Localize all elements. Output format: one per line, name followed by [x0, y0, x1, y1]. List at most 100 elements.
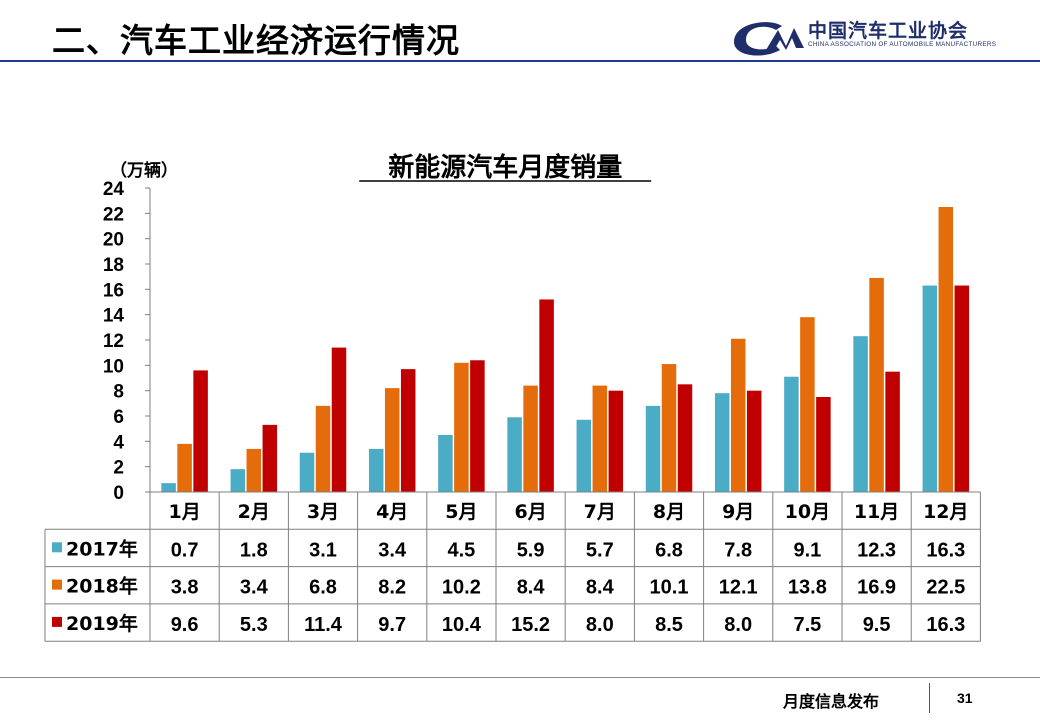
data-label: 3.1	[309, 539, 337, 561]
caam-logo	[734, 22, 804, 56]
data-label: 5.3	[240, 614, 268, 636]
bar-2018年-10月	[800, 317, 815, 492]
x-category-label: 9月	[722, 501, 754, 523]
bar-2017年-4月	[368, 448, 384, 492]
footer-text: 月度信息发布	[783, 692, 880, 711]
title-divider	[0, 60, 1040, 62]
legend-label-2017年: 2017年	[66, 537, 138, 560]
bar-2018年-11月	[869, 277, 884, 492]
data-label: 7.8	[724, 539, 752, 561]
bar-2017年-9月	[714, 393, 730, 492]
y-tick-label: 16	[103, 280, 124, 301]
bar-2019年-10月	[816, 397, 831, 492]
bar-2017年-11月	[853, 336, 868, 492]
bar-2019年-12月	[954, 285, 970, 492]
bar-2018年-8月	[661, 364, 677, 492]
data-label: 16.3	[926, 614, 965, 636]
data-label: 10.2	[442, 577, 481, 599]
data-label: 11.4	[304, 614, 343, 636]
data-label: 13.8	[788, 577, 827, 599]
y-tick-label: 18	[103, 255, 124, 276]
bar-2017年-2月	[230, 469, 246, 492]
bar-2019年-3月	[331, 347, 347, 492]
bar-2017年-3月	[299, 452, 315, 492]
bar-2018年-12月	[938, 207, 954, 492]
legend-label-2019年: 2019年	[66, 612, 138, 635]
bar-2018年-7月	[592, 385, 608, 492]
data-label: 9.1	[793, 539, 821, 561]
bar-2019年-1月	[193, 370, 208, 492]
y-tick-label: 14	[103, 306, 125, 327]
x-category-label: 4月	[376, 501, 408, 523]
legend-swatch-2018年	[52, 579, 62, 590]
bar-2018年-4月	[384, 388, 400, 492]
y-tick-label: 4	[113, 432, 124, 453]
x-category-label: 11月	[854, 501, 899, 523]
x-category-label: 2月	[238, 501, 270, 523]
logo-text: 中国汽车工业协会	[808, 20, 969, 42]
data-label: 5.9	[517, 539, 545, 561]
page-title: 二、汽车工业经济运行情况	[52, 21, 460, 60]
bar-2018年-5月	[454, 362, 469, 492]
x-category-label: 5月	[445, 501, 477, 523]
bar-2017年-7月	[576, 419, 592, 492]
data-label: 22.5	[926, 577, 965, 599]
bar-2019年-5月	[470, 360, 485, 492]
data-label: 9.6	[171, 614, 199, 636]
y-axis-unit-label: （万辆）	[110, 160, 178, 181]
data-label: 8.5	[655, 614, 683, 636]
data-label: 9.5	[863, 614, 891, 636]
page-number: 31	[957, 690, 973, 706]
x-category-label: 12月	[923, 501, 968, 523]
legend-label-2018年: 2018年	[66, 575, 138, 598]
bar-2017年-6月	[507, 417, 522, 492]
data-label: 3.8	[171, 577, 199, 599]
data-label: 8.0	[724, 614, 752, 636]
x-category-label: 1月	[168, 501, 200, 523]
chart-title: 新能源汽车月度销量	[388, 152, 622, 183]
bar-2018年-9月	[730, 338, 746, 492]
data-label: 9.7	[378, 614, 406, 636]
y-tick-label: 12	[103, 331, 124, 352]
x-category-label: 6月	[514, 501, 546, 523]
y-tick-label: 6	[113, 407, 124, 428]
footer-divider	[0, 677, 1040, 678]
y-tick-label: 10	[103, 356, 124, 377]
data-label: 0.7	[171, 539, 199, 561]
bar-2019年-6月	[539, 299, 554, 492]
data-label: 10.1	[650, 577, 689, 599]
bar-2017年-10月	[784, 376, 799, 492]
data-label: 16.9	[857, 577, 896, 599]
bar-2017年-1月	[161, 483, 176, 492]
data-label: 7.5	[793, 614, 821, 636]
data-label: 3.4	[378, 539, 407, 561]
bar-2019年-7月	[608, 390, 624, 492]
data-label: 8.0	[586, 614, 614, 636]
x-category-label: 3月	[307, 501, 339, 523]
y-tick-label: 20	[103, 230, 124, 251]
data-label: 12.3	[857, 539, 896, 561]
data-label: 4.5	[447, 539, 475, 561]
data-label: 3.4	[240, 577, 269, 599]
data-label: 10.4	[442, 614, 482, 636]
bar-2017年-8月	[645, 405, 661, 492]
y-tick-label: 0	[113, 483, 124, 504]
bar-2018年-1月	[177, 443, 192, 492]
data-label: 15.2	[511, 614, 550, 636]
data-label: 8.2	[378, 577, 406, 599]
data-label: 8.4	[586, 577, 615, 599]
y-tick-label: 2	[113, 458, 124, 479]
bar-2018年-3月	[315, 405, 331, 492]
bar-2019年-9月	[746, 390, 762, 492]
bar-2019年-4月	[400, 369, 416, 492]
data-label: 1.8	[240, 539, 268, 561]
footer-separator	[929, 683, 930, 713]
data-label: 8.4	[517, 577, 546, 599]
bar-2019年-8月	[677, 384, 693, 492]
y-tick-label: 8	[113, 382, 124, 403]
bar-2018年-6月	[523, 385, 538, 492]
data-label: 16.3	[926, 539, 965, 561]
x-category-label: 7月	[584, 501, 616, 523]
bar-2017年-12月	[922, 285, 938, 492]
